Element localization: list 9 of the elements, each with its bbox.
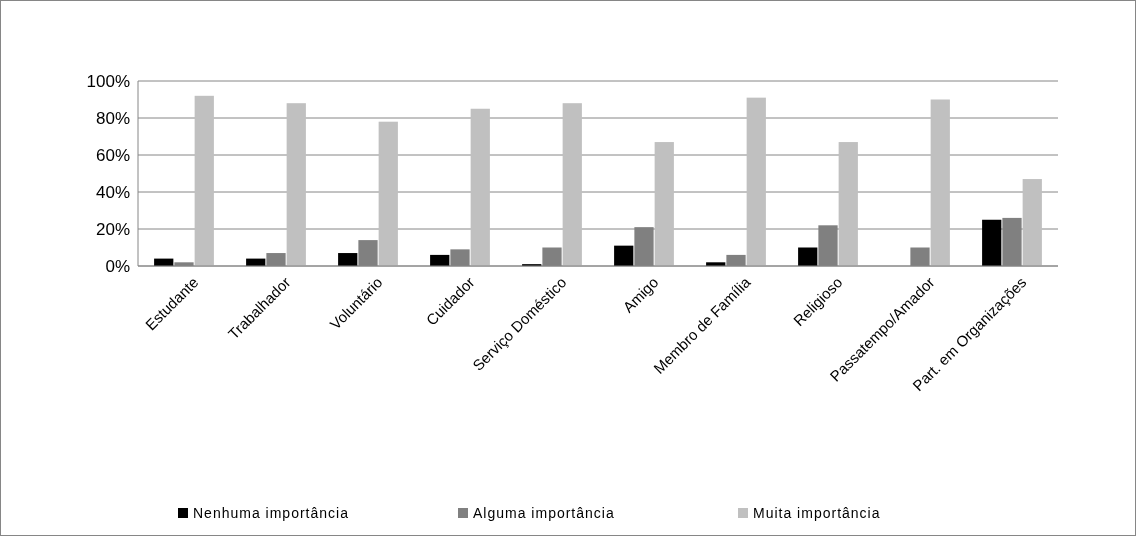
legend-label: Alguma importância (473, 504, 615, 521)
y-tick-label: 0% (105, 256, 130, 276)
legend-label: Nenhuma importância (193, 504, 349, 521)
y-tick-label: 60% (95, 145, 130, 165)
y-tick-label: 20% (95, 219, 130, 239)
y-tick-label: 40% (95, 182, 130, 202)
y-tick-label: 80% (95, 108, 130, 128)
legend-label: Muita importância (753, 504, 881, 521)
y-tick-label: 100% (86, 71, 130, 91)
